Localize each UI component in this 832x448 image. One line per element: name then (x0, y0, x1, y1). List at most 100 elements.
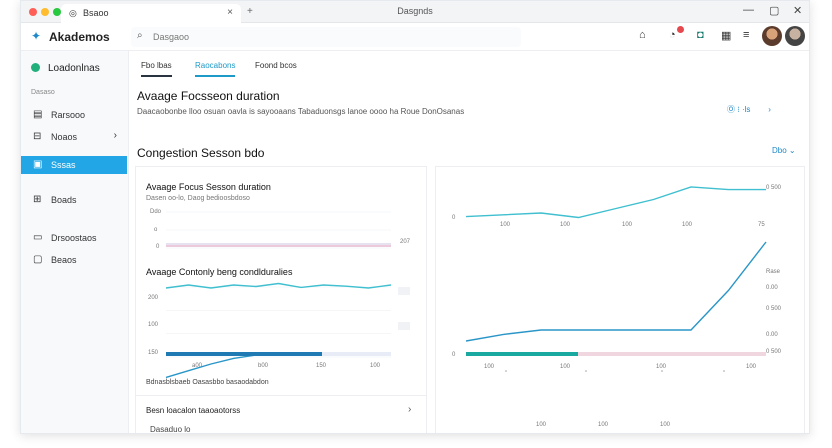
browser-tab[interactable]: ◎ Bsaoo × (61, 4, 241, 23)
new-tab-icon[interactable]: + (247, 6, 253, 17)
sidebar-item-label: Sssas (51, 160, 76, 170)
chart3-x-tick: 100 (500, 222, 511, 228)
right-chart-card: 0 100 100 100 100 75 0 500 Rase 0.00 0 5… (435, 166, 805, 433)
chart2-series-line (165, 353, 391, 379)
boards-icon: ⊞ (33, 194, 42, 205)
section-title: Congestion Sesson bdo (137, 146, 265, 160)
avatar[interactable] (762, 26, 782, 46)
chart3-corner-value: 75 (758, 222, 765, 228)
sidebar-item-3[interactable]: ▣ Sssas (21, 156, 127, 174)
menu-icon[interactable]: ≡ (743, 29, 750, 41)
search-input[interactable]: ⌕ Dasgaoo (131, 27, 521, 47)
logo-icon: ✦ (31, 29, 42, 43)
list-item-tag: Dasaduo lo (150, 425, 191, 434)
sidebar-item-label: Boads (51, 195, 77, 205)
chart2-x-tick: 150 (316, 363, 327, 369)
app-logo-text: Akademos (49, 30, 110, 44)
main-content: Fbo lbas Raocabons Foond bcos Avaage Foc… (129, 51, 809, 434)
chart4-x-tick: 100 (598, 422, 609, 428)
sidebar: Loadonlnas Dasaso ▤ Rarsooo ⊟ Noaos › ▣ Sssa… (21, 51, 129, 433)
chart2-y-tick: 100 (148, 322, 159, 328)
chevron-right-icon[interactable]: › (408, 404, 412, 415)
chart3-x-tick: 100 (560, 222, 571, 228)
chart1-plot (166, 211, 391, 249)
chart1-title: Avaage Focus Sesson duration (146, 182, 271, 192)
sidebar-item-6[interactable]: ▢ Beaos (21, 251, 127, 269)
sidebar-item-4[interactable]: ⊞ Boads (21, 191, 127, 209)
sidebar-section-label: Dasaso (31, 89, 55, 96)
window-minimize-button[interactable]: — (743, 4, 754, 16)
minimize-window-dot[interactable] (41, 8, 49, 16)
sidebar-item-label: Rarsooo (51, 110, 86, 120)
sessions-icon: ▣ (33, 159, 43, 170)
page-meta-text: Ⓞ ⁝ ·ls (727, 105, 751, 114)
chart2-progress-fill (166, 352, 322, 356)
right-label: Rase (766, 269, 781, 275)
chart4-x-tick: 100 (746, 364, 757, 370)
chart2-x-tick: a00 (192, 363, 203, 369)
search-icon: ⌕ (137, 30, 143, 41)
messages-icon[interactable]: ◔ (669, 29, 676, 41)
chart1-right-label: 207 (400, 239, 411, 245)
search-placeholder: Dasgaoo (153, 32, 190, 42)
chart3-y-tick: 0 (452, 215, 456, 221)
tab-close-icon[interactable]: × (227, 7, 233, 18)
page-subtitle: Daacaobonbe lloo osuan oavla is sayooaan… (137, 107, 465, 116)
browser-titlebar: ◎ Bsaoo × + Dasgnds — ▢ ✕ (21, 1, 809, 23)
tab-favicon-icon: ◎ (69, 8, 77, 18)
tab-3[interactable]: Foond bcos (255, 61, 297, 70)
sidebar-item-label: Drsoostaos (51, 233, 97, 243)
chart4-plot (465, 241, 767, 372)
left-chart-card: Avaage Focus Sesson duration Dasen oo-lo… (135, 166, 427, 434)
tab-1[interactable]: Fbo lbas (141, 61, 172, 77)
chart2-legend-chip (398, 322, 410, 330)
sidebar-header-label: Loadonlnas (48, 63, 100, 74)
avatar-secondary[interactable] (785, 26, 805, 46)
chart2-plot (165, 282, 410, 379)
list-row-label[interactable]: Besn loacalon taaoaotorss (146, 406, 241, 415)
sidebar-header[interactable]: Loadonlnas (31, 63, 100, 74)
chevron-right-icon: › (113, 130, 117, 141)
chart1-subtitle: Dasen oo-lo, Daog bedioosbdoso (146, 195, 250, 202)
app-window: ◎ Bsaoo × + Dasgnds — ▢ ✕ ✦ Akademos ⌕ D… (20, 0, 810, 434)
window-maximize-button[interactable]: ▢ (769, 5, 780, 17)
tab-2[interactable]: Raocabons (195, 61, 236, 77)
divider (136, 395, 426, 396)
maximize-window-dot[interactable] (53, 8, 61, 16)
chart4-progress-track (466, 352, 766, 356)
chart2-y-tick: 150 (148, 350, 159, 356)
sidebar-item-2[interactable]: ⊟ Noaos › (21, 128, 127, 146)
chart2-footer: Bdnasblsbaeb Oasasbbo basaodabdon (146, 379, 269, 386)
chart4-x-tick: 100 (660, 422, 671, 428)
section-dropdown[interactable]: Dbo ⌄ (772, 146, 796, 155)
chart4-x-tick: 100 (656, 364, 667, 370)
chart2-legend-chip (398, 287, 410, 295)
list-icon: ▤ (33, 109, 43, 120)
right-label: 0 500 (766, 306, 782, 312)
chart4-point (585, 370, 587, 372)
chart4-y-tick: 0 (452, 352, 456, 358)
sidebar-item-1[interactable]: ▤ Rarsooo (21, 106, 127, 124)
right-label: 0 500 (766, 185, 782, 191)
page-meta[interactable]: Ⓞ ⁝ ·ls › (727, 104, 771, 115)
chart3-plot (465, 186, 766, 219)
right-label: 0.00 (766, 285, 778, 291)
tab-title: Bsaoo (83, 8, 109, 18)
page-title: Avaage Focsseon duration (137, 89, 280, 103)
window-close-button[interactable]: ✕ (793, 5, 803, 17)
chart4-progress-fill (466, 352, 578, 356)
sidebar-item-5[interactable]: ▭ Drsoostaos (21, 229, 127, 247)
window-title: Dasgnds (397, 6, 433, 16)
close-window-dot[interactable] (29, 8, 37, 16)
bell-icon[interactable]: ⌂ (639, 29, 646, 41)
chart4-x-tick: 100 (484, 364, 495, 370)
chart3-x-tick: 100 (622, 222, 633, 228)
app-header: ✦ Akademos ⌕ Dasgaoo ⌂ ◔ ◘ ▦ ≡ (21, 23, 809, 51)
chart1-y-tick: Ddo (150, 209, 162, 215)
apps-icon[interactable]: ◘ (697, 29, 704, 41)
workspace-icon (31, 63, 40, 72)
chart2-x-tick: 100 (370, 363, 381, 369)
grid-icon[interactable]: ▦ (721, 30, 732, 42)
chart3-series-line (465, 186, 766, 219)
chart2-title: Avaage Contonly beng condlduralies (146, 267, 293, 277)
